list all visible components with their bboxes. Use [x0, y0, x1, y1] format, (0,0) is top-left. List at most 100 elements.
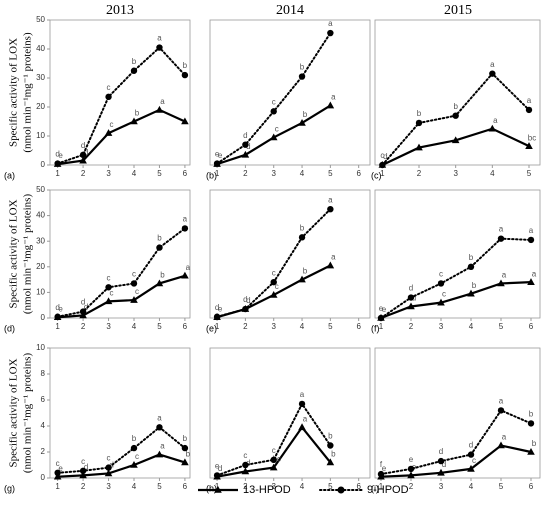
point	[467, 451, 475, 458]
point-label: f	[380, 460, 383, 469]
point-label: a	[328, 19, 333, 28]
point	[298, 73, 306, 80]
point-label: a	[527, 96, 532, 105]
point	[525, 142, 533, 149]
point	[156, 424, 163, 431]
x-tick-label: 3	[106, 169, 111, 178]
x-tick-label: 2	[243, 322, 248, 331]
point-label: c	[243, 451, 247, 460]
x-tick-label: 5	[328, 169, 333, 178]
point-label: b	[183, 61, 188, 70]
plot-frame	[209, 189, 371, 319]
plot-frame	[209, 19, 371, 166]
point-label: d	[409, 284, 413, 293]
plot-frame	[374, 19, 541, 166]
legend-label: 13-HPOD	[243, 484, 291, 496]
y-axis-label: (nmol min⁻¹mg⁻¹ proteins)	[22, 353, 34, 474]
y-tick-label: 20	[36, 262, 45, 271]
series-line	[380, 409, 532, 476]
plot-frame	[49, 19, 191, 166]
point-label: d	[469, 441, 473, 450]
point	[79, 151, 87, 159]
panel-label: (d)	[4, 323, 15, 333]
series-line	[56, 274, 187, 319]
point-label: b	[300, 223, 305, 232]
point-label: a	[303, 414, 308, 423]
point-label: b	[453, 102, 458, 111]
point-label: d	[55, 303, 59, 312]
point-label: d	[215, 303, 219, 312]
point	[379, 161, 386, 169]
x-tick-label: 1	[379, 322, 384, 331]
y-tick-label: 40	[36, 211, 45, 220]
point	[155, 105, 164, 113]
point-label: c	[107, 273, 111, 282]
x-tick-label: 5	[157, 322, 162, 331]
y-tick-label: 6	[41, 395, 46, 404]
point	[527, 448, 535, 455]
point	[407, 302, 415, 310]
point	[298, 234, 306, 241]
series-line	[56, 453, 187, 478]
point-label: c	[272, 446, 276, 455]
point	[407, 465, 415, 473]
point-label: c	[81, 457, 85, 466]
x-tick-label: 2	[81, 169, 86, 178]
x-tick-label: 6	[183, 482, 188, 491]
series-line	[56, 227, 186, 318]
point	[130, 444, 138, 452]
y-tick-label: 8	[41, 369, 46, 378]
point-label: a	[502, 433, 507, 442]
point	[327, 29, 334, 37]
x-tick-label: 6	[183, 322, 188, 331]
point	[53, 472, 62, 480]
x-tick-label: 6	[356, 169, 361, 178]
point-label: d	[246, 142, 250, 151]
point	[415, 119, 423, 127]
point	[105, 284, 112, 291]
series-line	[380, 237, 532, 319]
series-line	[379, 281, 533, 320]
point	[527, 236, 535, 244]
series-line	[56, 108, 187, 166]
x-tick-label: 2	[409, 482, 414, 491]
point-label: a	[160, 97, 165, 106]
point-label: c	[472, 456, 476, 465]
point-label: e	[58, 151, 63, 160]
panel-label: (e)	[206, 323, 217, 333]
x-tick-label: 5	[328, 482, 333, 491]
point-label: c	[107, 83, 111, 92]
x-tick-label: 6	[529, 482, 534, 491]
point	[130, 461, 138, 468]
x-tick-label: 5	[157, 169, 162, 178]
panel-label: (c)	[371, 170, 382, 180]
point-label: d	[243, 131, 247, 140]
plot-frame	[374, 347, 541, 479]
point	[437, 280, 445, 287]
point-label: e	[215, 150, 220, 159]
x-tick-label: 3	[106, 322, 111, 331]
point	[79, 308, 87, 315]
panel-label: (g)	[4, 483, 15, 493]
point	[497, 407, 505, 414]
point-label: d	[383, 152, 387, 161]
x-tick-label: 5	[499, 322, 504, 331]
plot-frame	[374, 189, 541, 319]
point-label: a	[183, 215, 188, 224]
point-label: b	[160, 271, 165, 280]
x-tick-label: 1	[215, 322, 220, 331]
point-label: c	[380, 151, 384, 160]
panel-label: (b)	[206, 170, 217, 180]
y-tick-label: 0	[41, 160, 46, 169]
legend-label: 9-HPOD	[367, 484, 409, 496]
point-label: b	[328, 432, 333, 441]
point	[497, 279, 505, 287]
point	[327, 442, 334, 449]
x-tick-label: 4	[132, 322, 137, 331]
x-tick-label: 3	[106, 482, 111, 491]
x-tick-label: 6	[356, 322, 361, 331]
x-tick-label: 2	[243, 169, 248, 178]
point-label: e	[58, 304, 63, 313]
point-label: b	[132, 434, 137, 443]
point	[181, 271, 189, 279]
